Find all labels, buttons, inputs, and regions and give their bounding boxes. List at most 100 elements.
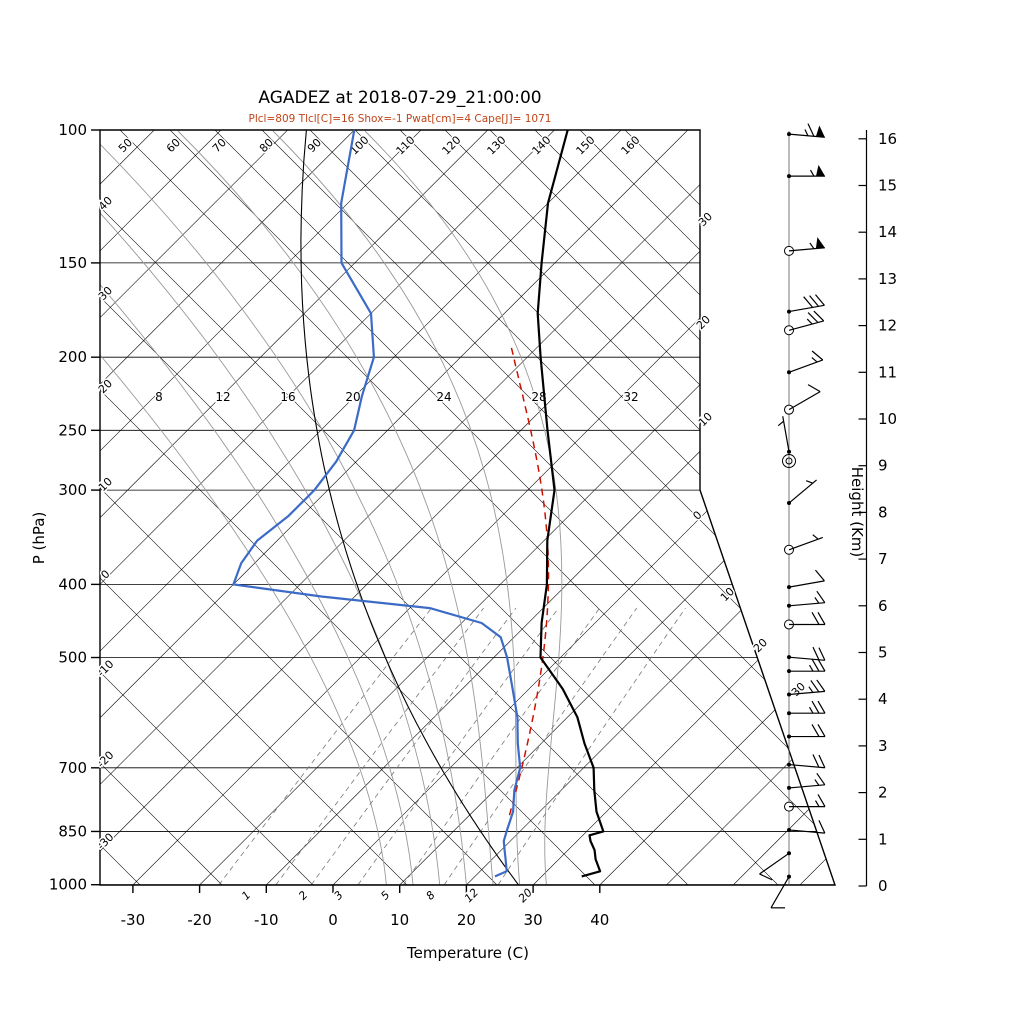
moist-adiabat-label: 28 [531,390,546,404]
dry-adiabat-label: -30 [95,831,117,853]
height-tick-label: 0 [878,877,888,895]
wind-barb [784,384,821,415]
mixing-ratio-gridlines [218,607,686,885]
dry-adiabat-label: -10 [95,658,117,680]
temperature-axis-title: Temperature (C) [406,944,529,962]
mixing-ratio-label: 3 [332,888,346,902]
dewpoint-curve [232,130,522,878]
wind-barb [784,794,826,812]
wind-barb [787,700,826,716]
height-axis-title: Height (Km) [848,467,866,558]
wind-barb [787,646,826,661]
height-tick-label: 13 [878,270,897,288]
isotherm-gridlines [100,130,835,885]
isotherm-label: 20 [694,313,713,332]
wind-barb [784,237,825,256]
mixing-ratio-label: 20 [516,886,535,905]
height-tick-label: 11 [878,363,897,381]
moist-adiabat-label: 24 [436,390,451,404]
wind-barb [787,772,826,790]
temperature-tick-label: 30 [524,911,543,929]
wind-barb [784,310,825,336]
height-tick-label: 1 [878,830,888,848]
dry-adiabat-label: 90 [305,136,324,155]
isotherm-label: 10 [718,585,737,604]
wind-barb [784,534,824,555]
dry-adiabat-label: 40 [96,194,115,213]
sounding-curves [232,130,605,885]
height-tick-label: 7 [878,550,888,568]
temperature-tick-label: -10 [254,911,279,929]
pressure-tick-label: 1000 [49,876,87,894]
height-tick-label: 15 [878,177,897,195]
height-tick-label: 3 [878,737,888,755]
height-tick-label: 12 [878,317,897,335]
pressure-tick-label: 200 [58,348,87,366]
dry-adiabat-label: 80 [257,136,276,155]
wind-barb [787,164,825,179]
pressure-tick-label: 500 [58,649,87,667]
wind-barb [787,350,824,375]
temperature-tick-label: 10 [390,911,409,929]
dry-adiabat-label: 70 [210,136,229,155]
dry-adiabat-label: 130 [485,134,509,158]
dry-adiabat-label: 140 [530,134,554,158]
temperature-tick-label: 40 [590,911,609,929]
wind-barb [784,612,826,630]
height-tick-label: 10 [878,410,897,428]
moist-adiabat-label: 8 [155,390,163,404]
dry-adiabat-label: 120 [440,134,464,158]
pressure-tick-label: 700 [58,759,87,777]
pressure-axis-title: P (hPa) [30,512,48,565]
wind-barb [770,874,791,909]
isotherm-label: 30 [696,210,715,229]
height-tick-label: 6 [878,597,888,615]
wind-barb [787,590,826,608]
temperature-tick-label: 0 [328,911,338,929]
wind-barb [787,724,826,739]
mixing-ratio-label: 8 [424,888,438,902]
dry-adiabat-label: 30 [96,284,115,303]
parcel-moist-ascent-curve [508,345,550,816]
wind-barb-column [759,123,826,909]
height-tick-label: 2 [878,784,888,802]
moist-adiabat-label: 20 [345,390,360,404]
moist-adiabat-label: 12 [215,390,230,404]
isotherm-label: 20 [751,636,770,655]
wind-barb [787,754,826,769]
mixing-ratio-label: 1 [239,888,253,902]
height-tick-label: 9 [878,457,888,475]
dry-adiabat-gridlines [100,130,835,885]
temperature-axis: -30 -20 -10 0 10 20 30 40 Temperature (C) [121,885,609,962]
background-grid [100,130,835,885]
dry-adiabat-label: 150 [574,134,598,158]
height-tick-label: 16 [878,130,897,148]
pressure-tick-label: 400 [58,575,87,593]
height-tick-label: 14 [878,223,897,241]
wind-barb [787,658,826,674]
dry-adiabat-label: 60 [164,136,183,155]
isobar-gridlines [100,130,835,885]
wind-barb [787,479,817,506]
height-tick-label: 8 [878,503,888,521]
moist-adiabat-label: 16 [280,390,295,404]
wind-barb [787,123,825,138]
pressure-tick-label: 250 [58,421,87,439]
chart-title: AGADEZ at 2018-07-29_21:00:00 [258,88,542,108]
isotherm-label: 10 [696,410,715,429]
wind-barb [787,569,825,590]
parcel-dry-adiabat-curve [300,130,519,885]
dry-adiabat-label: 20 [96,377,115,396]
temperature-tick-label: -20 [187,911,212,929]
pressure-tick-label: 300 [58,481,87,499]
pressure-axis: 100 150 200 250 300 400 500 700 850 1000 P (hPa) [30,121,100,894]
height-tick-label: 5 [878,644,888,662]
pressure-tick-label: 100 [58,121,87,139]
wind-barb [787,820,826,834]
chart-subtitle-indices: Plcl=809 Tlcl[C]=16 Shox=-1 Pwat[cm]=4 C… [248,113,552,125]
moist-adiabat-gridlines [100,130,563,885]
isotherm-label: 30 [789,680,808,699]
